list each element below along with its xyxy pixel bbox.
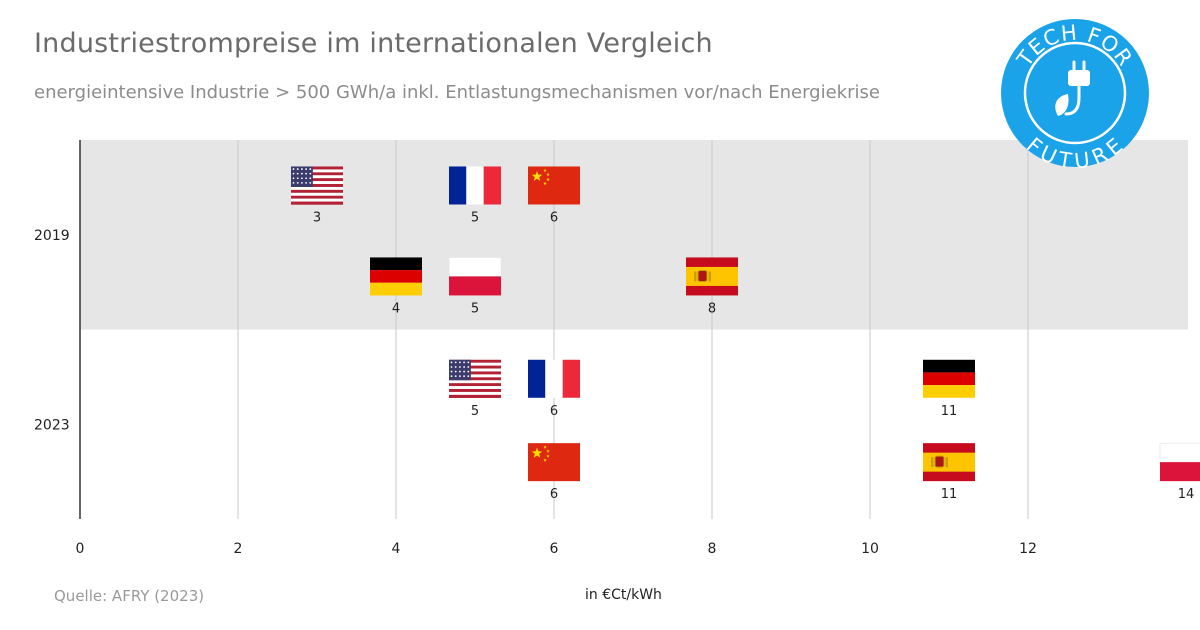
data-label: 11: [941, 487, 958, 502]
data-point-cn: 6: [528, 166, 580, 225]
chart-title: Industriestrompreise im internationalen …: [34, 28, 713, 59]
x-tick-label: 0: [76, 541, 85, 557]
data-label: 6: [550, 210, 558, 225]
data-label: 8: [708, 301, 716, 316]
x-axis-label: in €Ct/kWh: [585, 587, 662, 603]
data-label: 4: [392, 301, 400, 316]
data-label: 5: [471, 210, 479, 225]
data-point-es: 8: [686, 257, 738, 316]
data-label: 3: [313, 210, 321, 225]
y-group-label: 2019: [34, 228, 70, 244]
x-tick-label: 12: [1019, 541, 1037, 557]
data-point-de: 11: [923, 359, 975, 419]
y-group-label: 2023: [34, 417, 70, 433]
x-tick-label: 4: [392, 541, 401, 557]
data-point-us: 3: [291, 166, 343, 225]
band-2023: [80, 329, 1188, 519]
x-tick-label: 6: [550, 541, 559, 557]
x-tick-label: 2: [234, 541, 243, 557]
data-point-de: 4: [370, 257, 422, 316]
source-note: Quelle: AFRY (2023): [54, 587, 205, 605]
data-label: 6: [550, 404, 558, 419]
plug-leaf-icon: [1055, 60, 1090, 116]
data-label: 14: [1178, 487, 1195, 502]
x-tick-label: 8: [708, 541, 717, 557]
tech-for-future-logo: TECH FOR FUTURE: [1001, 19, 1149, 168]
data-point-es: 11: [923, 443, 975, 502]
data-point-fr: 5: [449, 166, 501, 225]
data-point-cn: 6: [528, 443, 580, 502]
data-label: 11: [941, 404, 958, 419]
data-point-pl: 5: [448, 257, 502, 316]
data-point-fr: 6: [528, 359, 580, 419]
data-point-pl: 14: [1159, 442, 1200, 502]
data-point-us: 5: [449, 359, 501, 419]
x-tick-label: 10: [861, 541, 879, 557]
band-2019: [80, 140, 1188, 330]
chart-subtitle: energieintensive Industrie > 500 GWh/a i…: [34, 82, 880, 103]
data-label: 5: [471, 301, 479, 316]
data-label: 5: [471, 404, 479, 419]
data-label: 6: [550, 487, 558, 502]
